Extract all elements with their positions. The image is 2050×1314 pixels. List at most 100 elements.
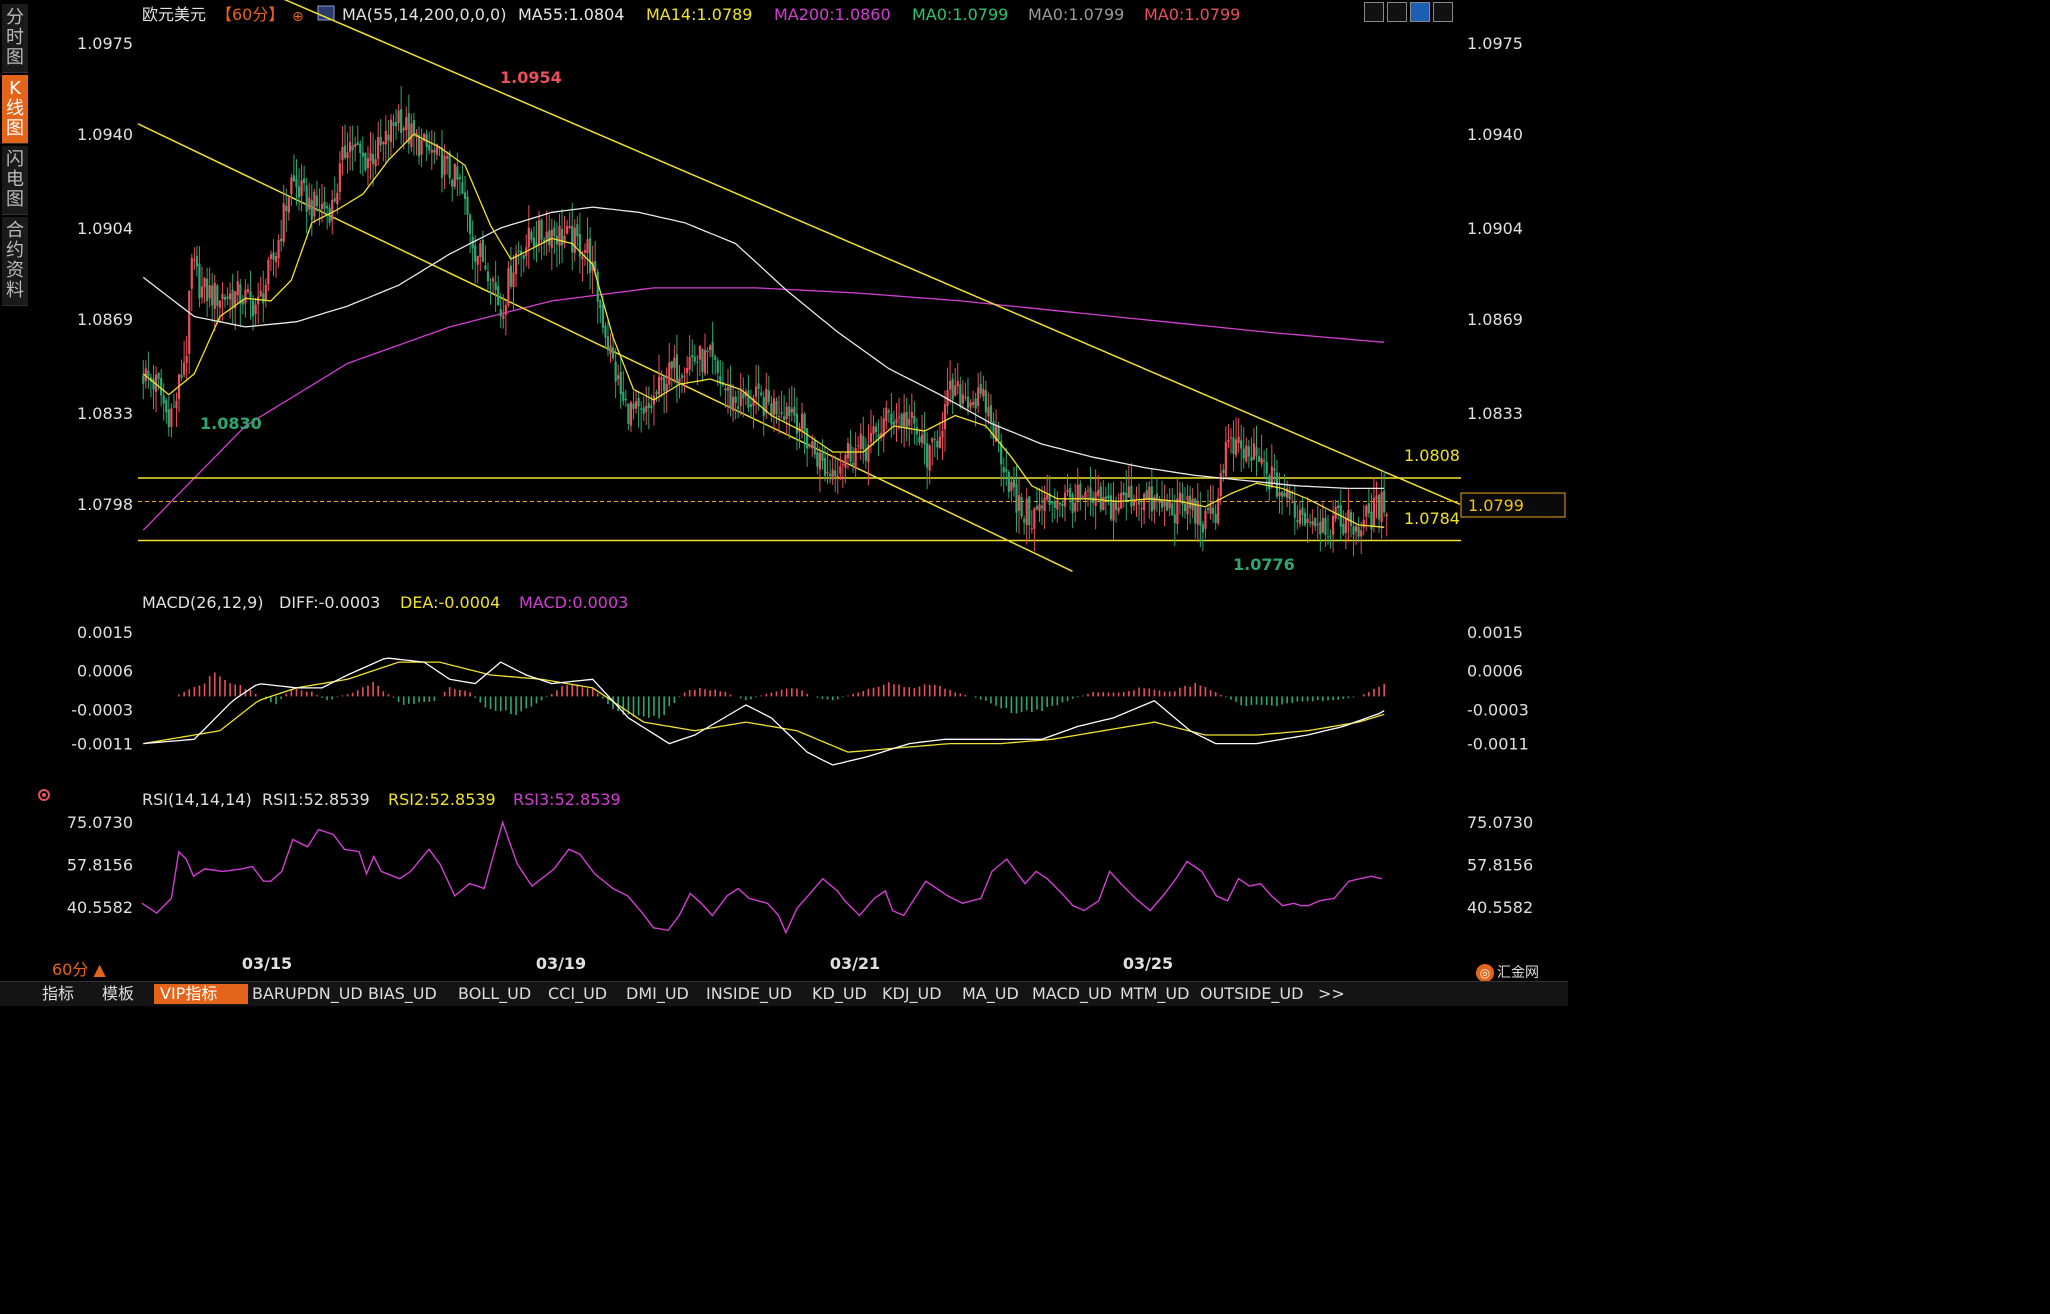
macd-tick-right: 0.0006 <box>1467 662 1523 681</box>
candle-body <box>1332 515 1335 535</box>
candle-body <box>165 400 168 413</box>
candle-body <box>1278 492 1281 497</box>
candle-body <box>892 422 896 425</box>
line-layout-icon[interactable] <box>1410 2 1430 22</box>
candle-body <box>1347 509 1350 522</box>
template-tab[interactable]: 模板 <box>102 984 135 1003</box>
indicator-kdj[interactable]: KDJ_UD <box>882 984 942 1003</box>
bar-layout-icon[interactable] <box>1387 2 1407 22</box>
tab-flash-chart[interactable]: 闪电图 <box>2 146 28 215</box>
candle-body <box>734 396 737 403</box>
chart-window: 分时图 K线图 闪电图 合约资料 欧元美元 【60分】 ⊕ MA(55,14,2… <box>0 0 1568 1006</box>
indicator-ma[interactable]: MA_UD <box>962 984 1019 1003</box>
candle-body <box>915 427 919 435</box>
candle-body <box>1237 436 1240 444</box>
brand-name: 汇金网 <box>1497 965 1539 981</box>
candle-body <box>402 128 405 131</box>
candle-body <box>1069 488 1072 498</box>
candle-body <box>285 205 288 211</box>
tab-timeshare[interactable]: 分时图 <box>2 4 28 73</box>
settings-icon[interactable]: ⊕ <box>292 9 304 25</box>
candle-body <box>374 159 377 167</box>
macd-dea-line <box>143 661 1385 753</box>
indicator-boll[interactable]: BOLL_UD <box>458 984 532 1003</box>
candle-body <box>397 110 400 124</box>
candle-body <box>859 433 862 450</box>
candle-body <box>1102 497 1105 511</box>
low-annotation-1: 1.0830 <box>200 414 262 433</box>
candle-body <box>851 463 855 466</box>
candle-body <box>706 350 709 353</box>
candle-body <box>407 113 410 144</box>
indicator-kd[interactable]: KD_UD <box>812 984 867 1003</box>
vip-indicator-tab[interactable]: VIP指标 <box>154 984 248 1004</box>
candle-body <box>650 405 653 409</box>
tab-kline[interactable]: K线图 <box>2 75 28 144</box>
indicator-barupdn[interactable]: BARUPDN_UD <box>252 984 363 1003</box>
candle-body <box>696 361 699 363</box>
candle-body <box>563 235 566 244</box>
candle-body <box>1058 502 1062 505</box>
indicator-mtm[interactable]: MTM_UD <box>1120 984 1190 1003</box>
indicator-tab-main[interactable]: 指标 <box>42 984 75 1003</box>
indicator-bias[interactable]: BIAS_UD <box>368 984 437 1003</box>
candle-body <box>1352 526 1355 535</box>
indicator-dmi[interactable]: DMI_UD <box>626 984 689 1003</box>
candle-body <box>578 234 581 257</box>
candle-body <box>1217 497 1220 524</box>
more-indicators-button[interactable]: >> <box>1318 984 1345 1003</box>
candle-body <box>739 390 742 406</box>
candle-body <box>619 372 622 395</box>
candle-body <box>969 402 972 407</box>
candle-body <box>1250 456 1253 462</box>
macd-diff-path <box>143 657 1385 766</box>
indicator-cci[interactable]: CCI_UD <box>548 984 608 1003</box>
candle-body <box>719 376 722 384</box>
macd-tick-left: 0.0006 <box>77 662 133 681</box>
candle-body <box>313 191 316 217</box>
candle-body <box>933 438 936 440</box>
last-price-box <box>1460 492 1566 518</box>
candle-body <box>813 440 816 455</box>
candle-body <box>244 289 247 304</box>
tab-contract-info[interactable]: 合约资料 <box>2 217 28 306</box>
candle-body <box>188 290 191 354</box>
grid-layout-icon[interactable] <box>1364 2 1384 22</box>
indicator-macd[interactable]: MACD_UD <box>1032 984 1112 1003</box>
candle-body <box>303 178 306 184</box>
candle-body <box>308 197 311 210</box>
candle-body <box>417 135 421 157</box>
candle-body <box>336 192 339 205</box>
rsi-settings-icon[interactable] <box>38 789 50 801</box>
indicator-inside[interactable]: INSIDE_UD <box>706 984 793 1003</box>
export-icon[interactable] <box>1433 2 1453 22</box>
candle-body <box>157 373 160 379</box>
period-selector[interactable]: 60分 ▲ <box>52 960 106 979</box>
candle-body <box>185 355 188 363</box>
candle-body <box>147 370 150 377</box>
candle-body <box>1275 472 1279 497</box>
price-tick-right: 1.0904 <box>1467 219 1523 238</box>
candle-body <box>752 397 755 406</box>
candle-body <box>540 219 543 240</box>
candle-body <box>765 388 768 414</box>
candle-body <box>1314 518 1317 527</box>
candle-body <box>711 341 714 357</box>
candle-body <box>703 350 707 374</box>
ma200-value: MA200:1.0860 <box>774 5 891 24</box>
candle-body <box>1209 505 1212 514</box>
chart-canvas[interactable]: 欧元美元 【60分】 ⊕ MA(55,14,200,0,0,0) MA55:1.… <box>0 0 1568 980</box>
candle-body <box>341 146 344 161</box>
indicator-outside[interactable]: OUTSIDE_UD <box>1200 984 1304 1003</box>
candle-body <box>382 142 385 145</box>
ma-indicator-icon[interactable] <box>317 5 335 21</box>
candle-body <box>1349 512 1353 526</box>
candle-body <box>989 405 993 423</box>
last-price-label: 1.0799 <box>1468 496 1524 515</box>
low-annotation-2: 1.0776 <box>1233 555 1295 574</box>
candle-body <box>208 285 211 299</box>
candle-body <box>532 237 536 247</box>
candle-body <box>251 300 255 317</box>
price-tick-left: 1.0833 <box>77 404 133 423</box>
candle-body <box>601 305 604 328</box>
